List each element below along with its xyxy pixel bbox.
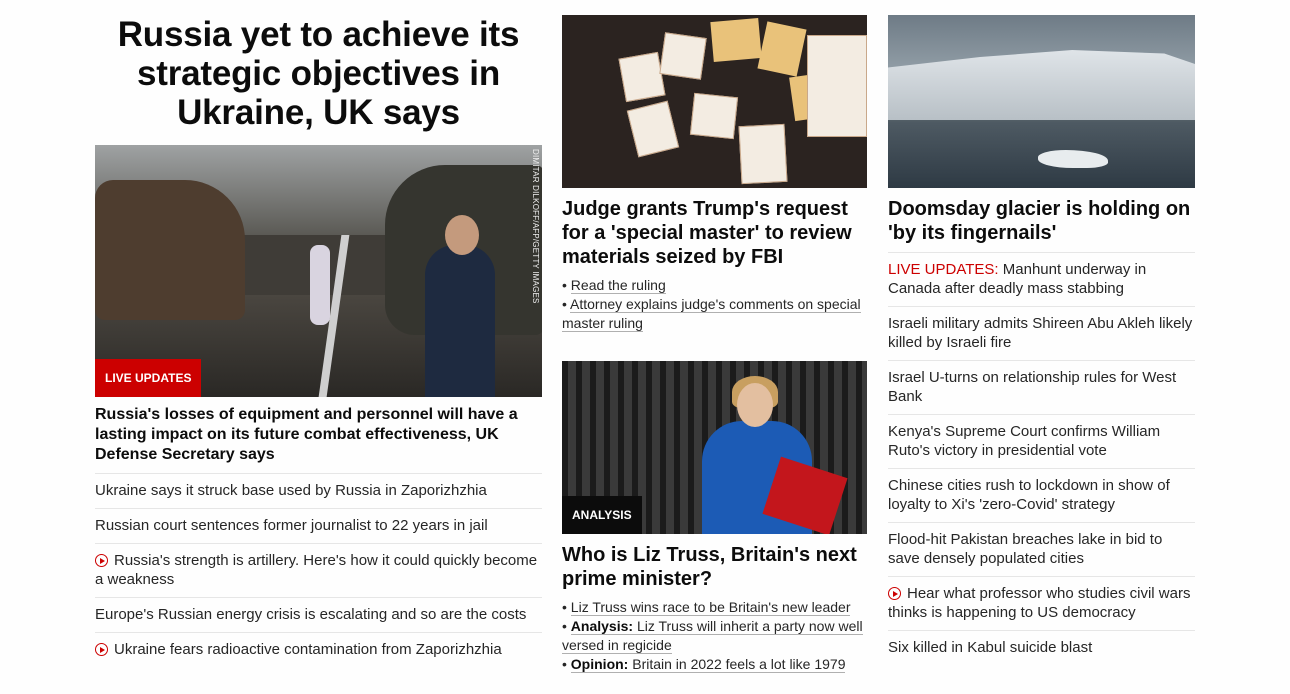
live-updates-badge: LIVE UPDATES [95,359,202,397]
lead-story-link[interactable]: Russia's losses of equipment and personn… [95,406,518,463]
list-item[interactable]: Hear what professor who studies civil wa… [888,576,1195,630]
play-circle-icon [888,587,901,600]
list-item[interactable]: Flood-hit Pakistan breaches lake in bid … [888,522,1195,576]
list-item[interactable]: Israel U-turns on relationship rules for… [888,360,1195,414]
list-item: • Read the ruling [562,277,666,294]
related-links: • Read the ruling • Attorney explains ju… [562,276,867,333]
image-credit: DIMITAR DILKOFF/AFP/GETTY IMAGES [531,149,540,304]
column-middle: Judge grants Trump's request for a 'spec… [562,0,867,674]
list-item[interactable]: Russian court sentences former journalis… [95,508,542,543]
story-title[interactable]: Who is Liz Truss, Britain's next prime m… [562,544,857,590]
related-links: • Liz Truss wins race to be Britain's ne… [562,598,867,674]
list-item[interactable]: Israeli military admits Shireen Abu Akle… [888,306,1195,360]
story-title[interactable]: Judge grants Trump's request for a 'spec… [562,198,852,268]
list-item: • Opinion: Britain in 2022 feels a lot l… [562,656,846,673]
play-circle-icon [95,554,108,567]
list-item[interactable]: Ukraine fears radioactive contamination … [95,632,542,667]
list-item[interactable]: Kenya's Supreme Court confirms William R… [888,414,1195,468]
hero-image[interactable]: DIMITAR DILKOFF/AFP/GETTY IMAGES LIVE UP… [95,145,542,397]
list-item[interactable]: Europe's Russian energy crisis is escala… [95,597,542,632]
column-right: Doomsday glacier is holding on 'by its f… [888,0,1195,665]
list-item[interactable]: Six killed in Kabul suicide blast [888,630,1195,665]
list-item: • Attorney explains judge's comments on … [562,296,861,332]
documents-image[interactable] [562,15,867,188]
list-item[interactable]: Chinese cities rush to lockdown in show … [888,468,1195,522]
list-item: • Analysis: Liz Truss will inherit a par… [562,618,863,654]
analysis-badge: ANALYSIS [562,496,642,534]
story-title[interactable]: Doomsday glacier is holding on 'by its f… [888,198,1191,244]
list-item[interactable]: Ukraine says it struck base used by Russ… [95,473,542,508]
column-left: Russia yet to achieve its strategic obje… [95,0,542,667]
list-item[interactable]: LIVE UPDATES: Manhunt underway in Canada… [888,252,1195,306]
main-headline[interactable]: Russia yet to achieve its strategic obje… [117,15,520,132]
story-list: LIVE UPDATES: Manhunt underway in Canada… [888,252,1195,665]
list-item: • Liz Truss wins race to be Britain's ne… [562,599,851,616]
liz-truss-image[interactable]: ANALYSIS [562,361,867,534]
story-list: Ukraine says it struck base used by Russ… [95,473,542,667]
glacier-image[interactable] [888,15,1195,188]
play-circle-icon [95,643,108,656]
list-item[interactable]: Russia's strength is artillery. Here's h… [95,543,542,597]
